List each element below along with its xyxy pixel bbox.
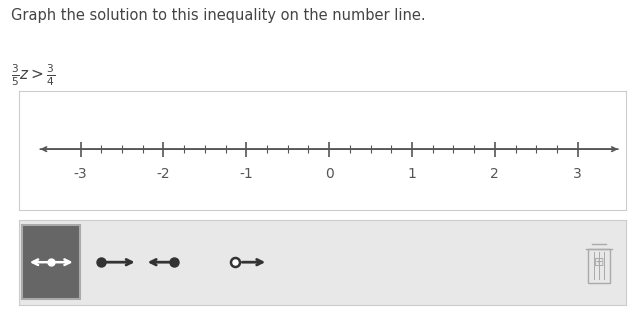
Text: -2: -2 [156,167,170,181]
Bar [588,249,610,283]
Text: -1: -1 [239,167,253,181]
Text: 3: 3 [573,167,582,181]
Bar [22,225,80,300]
Text: 2: 2 [490,167,499,181]
Text: Graph the solution to this inequality on the number line.: Graph the solution to this inequality on… [11,8,426,23]
Text: 0: 0 [325,167,333,181]
Text: ⊞: ⊞ [594,256,604,269]
Text: 1: 1 [408,167,417,181]
Text: $\frac{3}{5}z > \frac{3}{4}$: $\frac{3}{5}z > \frac{3}{4}$ [11,63,56,88]
Text: -3: -3 [74,167,87,181]
